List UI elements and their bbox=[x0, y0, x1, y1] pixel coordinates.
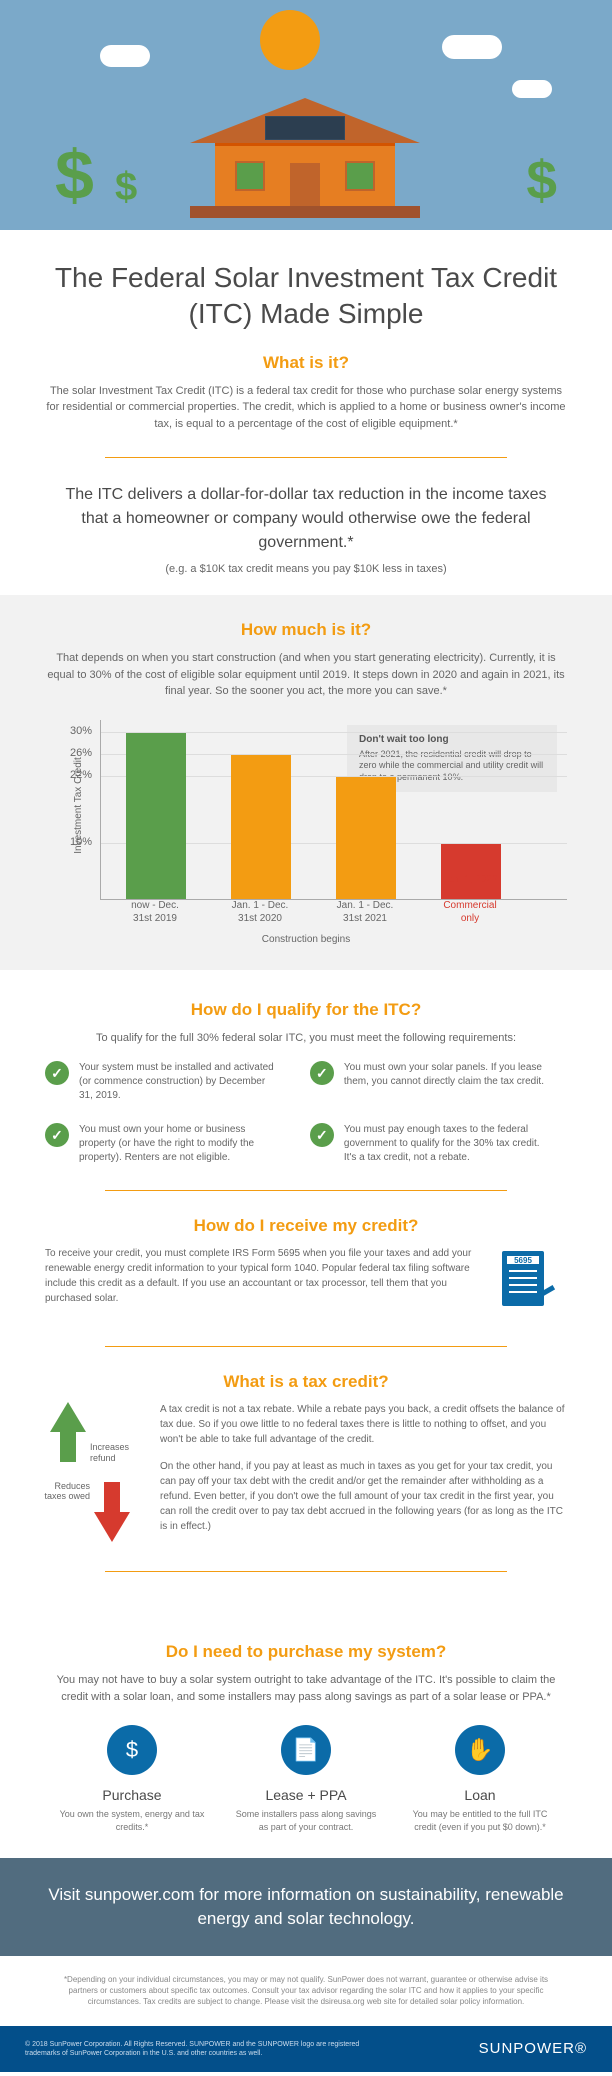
x-tick: now - Dec. 31st 2019 bbox=[125, 899, 185, 925]
page-title: The Federal Solar Investment Tax Credit … bbox=[45, 260, 567, 333]
sun-icon bbox=[260, 10, 320, 70]
disclaimer: *Depending on your individual circumstan… bbox=[0, 1956, 612, 2026]
cloud-icon bbox=[442, 35, 502, 59]
callout-title: Don't wait too long bbox=[359, 733, 545, 746]
highlight-text: The ITC delivers a dollar-for-dollar tax… bbox=[45, 483, 567, 555]
bar-chart: Investment Tax Credit 30%26%22%10% Don't… bbox=[45, 720, 567, 940]
x-tick: Jan. 1, 2022 + Commercial only bbox=[440, 873, 500, 925]
dollar-icon: $ bbox=[55, 135, 94, 215]
check-item: ✓ You must own your solar panels. If you … bbox=[310, 1061, 545, 1103]
x-axis-label: Construction begins bbox=[262, 934, 350, 945]
down-label: Reduces taxes owed bbox=[40, 1481, 90, 1503]
section-body: That depends on when you start construct… bbox=[45, 650, 567, 700]
footer-bar: © 2018 SunPower Corporation. All Rights … bbox=[0, 2026, 612, 2072]
option-title: Lease + PPA bbox=[231, 1787, 381, 1803]
divider bbox=[105, 1346, 507, 1347]
option-title: Purchase bbox=[57, 1787, 207, 1803]
dollar-icon: $ bbox=[526, 148, 557, 212]
chart-bar bbox=[336, 777, 396, 899]
check-icon: ✓ bbox=[45, 1123, 69, 1147]
section-intro: To qualify for the full 30% federal sola… bbox=[45, 1030, 567, 1047]
section-heading: How much is it? bbox=[45, 620, 567, 640]
check-text: You must own your home or business prope… bbox=[79, 1123, 280, 1165]
tax-credit-p2: On the other hand, if you pay at least a… bbox=[160, 1459, 567, 1534]
divider bbox=[105, 1190, 507, 1191]
option-title: Loan bbox=[405, 1787, 555, 1803]
dollar-icon: $ bbox=[115, 165, 137, 210]
y-tick: 10% bbox=[70, 836, 92, 848]
divider bbox=[105, 1571, 507, 1572]
section-heading: How do I receive my credit? bbox=[45, 1216, 567, 1236]
check-icon: ✓ bbox=[45, 1061, 69, 1085]
option-icon: $ bbox=[107, 1725, 157, 1775]
section-heading: Do I need to purchase my system? bbox=[45, 1642, 567, 1662]
section-heading: What is it? bbox=[45, 353, 567, 373]
check-icon: ✓ bbox=[310, 1061, 334, 1085]
option-icon: 📄 bbox=[281, 1725, 331, 1775]
x-tick: Jan. 1 - Dec. 31st 2021 bbox=[335, 899, 395, 925]
hero-illustration: $ $ $ bbox=[0, 0, 612, 230]
highlight-sub: (e.g. a $10K tax credit means you pay $1… bbox=[45, 563, 567, 575]
section-intro: You may not have to buy a solar system o… bbox=[45, 1672, 567, 1705]
chart-bar bbox=[231, 755, 291, 899]
sunpower-logo: SUNPOWER® bbox=[479, 2040, 587, 2057]
x-tick: Jan. 1 - Dec. 31st 2020 bbox=[230, 899, 290, 925]
receive-text: To receive your credit, you must complet… bbox=[45, 1246, 472, 1306]
cloud-icon bbox=[512, 80, 552, 98]
option-desc: Some installers pass along savings as pa… bbox=[231, 1808, 381, 1833]
house-icon bbox=[190, 98, 420, 218]
option-desc: You may be entitled to the full ITC cred… bbox=[405, 1808, 555, 1833]
option-column: $ Purchase You own the system, energy and … bbox=[57, 1725, 207, 1833]
arrows-icon: Increases refund Reduces taxes owed bbox=[45, 1402, 135, 1542]
cloud-icon bbox=[100, 45, 150, 67]
divider bbox=[105, 457, 507, 458]
copyright: © 2018 SunPower Corporation. All Rights … bbox=[25, 2040, 375, 2058]
section-heading: What is a tax credit? bbox=[45, 1372, 567, 1392]
check-item: ✓ Your system must be installed and activ… bbox=[45, 1061, 280, 1103]
option-column: ✋ Loan You may be entitled to the full ITC… bbox=[405, 1725, 555, 1833]
up-label: Increases refund bbox=[90, 1442, 135, 1464]
check-text: You must own your solar panels. If you l… bbox=[344, 1061, 545, 1103]
tax-credit-p1: A tax credit is not a tax rebate. While … bbox=[160, 1402, 567, 1447]
section-heading: How do I qualify for the ITC? bbox=[45, 1000, 567, 1020]
intro-text: The solar Investment Tax Credit (ITC) is… bbox=[45, 383, 567, 433]
svg-text:5695: 5695 bbox=[514, 1256, 532, 1265]
check-text: You must pay enough taxes to the federal… bbox=[344, 1123, 545, 1165]
footer-visit-text: Visit sunpower.com for more information … bbox=[45, 1883, 567, 1931]
option-icon: ✋ bbox=[455, 1725, 505, 1775]
form-icon: 5695 bbox=[497, 1246, 567, 1321]
check-item: ✓ You must own your home or business prop… bbox=[45, 1123, 280, 1165]
y-tick: 22% bbox=[70, 769, 92, 781]
option-column: 📄 Lease + PPA Some installers pass along s… bbox=[231, 1725, 381, 1833]
check-icon: ✓ bbox=[310, 1123, 334, 1147]
option-desc: You own the system, energy and tax credi… bbox=[57, 1808, 207, 1833]
y-tick: 30% bbox=[70, 725, 92, 737]
footer-cta: Visit sunpower.com for more information … bbox=[0, 1858, 612, 1956]
chart-bar bbox=[126, 733, 186, 899]
check-item: ✓ You must pay enough taxes to the federa… bbox=[310, 1123, 545, 1165]
y-tick: 26% bbox=[70, 747, 92, 759]
check-text: Your system must be installed and activa… bbox=[79, 1061, 280, 1103]
